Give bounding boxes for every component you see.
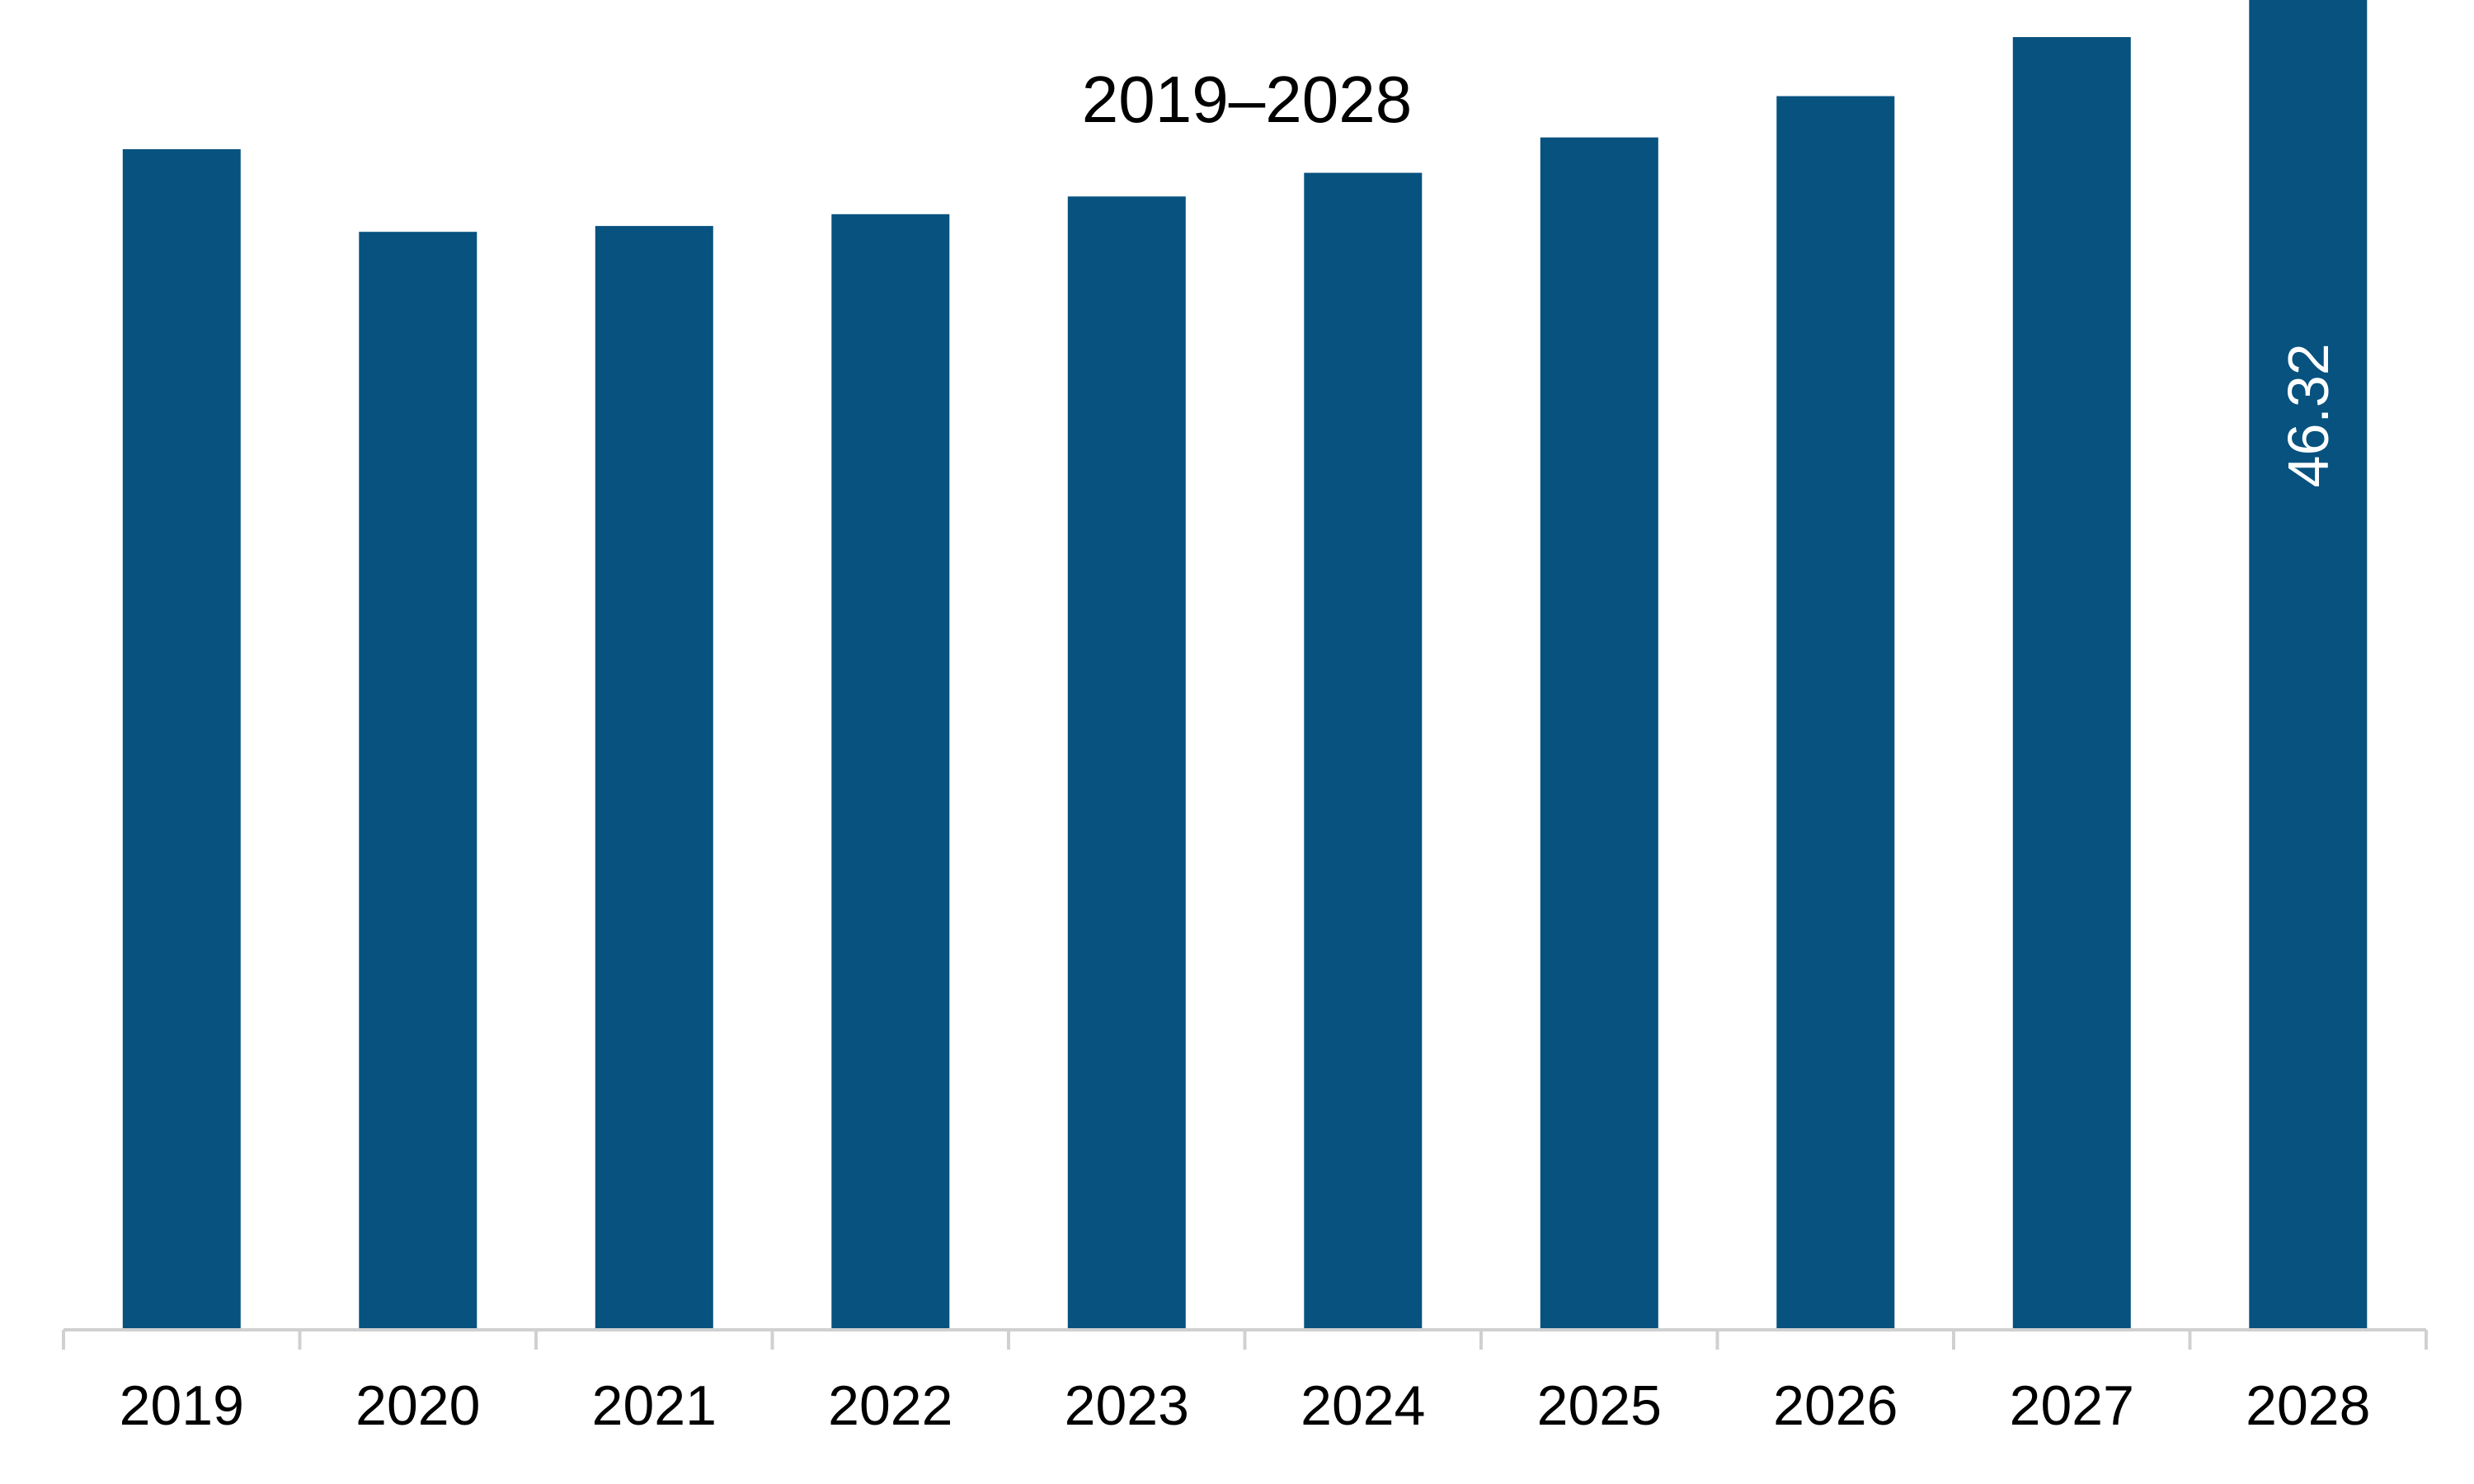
bar-2021 <box>595 226 713 1331</box>
x-tick-label: 2021 <box>592 1374 717 1437</box>
bar-2022 <box>831 214 950 1330</box>
x-tick-label: 2019 <box>120 1374 244 1437</box>
bar-2026 <box>1776 96 1895 1331</box>
data-label-2028: 46.32 <box>2276 343 2340 487</box>
x-tick-label: 2028 <box>2246 1374 2370 1437</box>
bar-2020 <box>359 232 477 1331</box>
bars-group <box>122 0 2368 1331</box>
bar-2024 <box>1304 172 1423 1331</box>
x-tick-label: 2022 <box>828 1374 952 1437</box>
bar-2027 <box>2012 37 2131 1330</box>
x-axis <box>62 1328 2428 1350</box>
bar-2019 <box>122 149 241 1330</box>
x-tick-label: 2025 <box>1537 1374 1662 1437</box>
x-tick-label: 2020 <box>355 1374 480 1437</box>
chart-title: 2019–2028 <box>1082 63 1412 136</box>
bar-2025 <box>1540 137 1658 1331</box>
data-labels: 46.32 <box>2276 343 2340 487</box>
x-tick-labels: 2019 2020 2021 2022 2023 2024 2025 2026 2027 2028 <box>120 1374 2371 1437</box>
bar-2028 <box>2249 0 2368 1331</box>
bar-2023 <box>1067 196 1186 1330</box>
x-tick-label: 2027 <box>2010 1374 2134 1437</box>
x-tick-label: 2024 <box>1300 1374 1425 1437</box>
x-tick-label: 2026 <box>1773 1374 1898 1437</box>
x-tick-label: 2023 <box>1065 1374 1189 1437</box>
